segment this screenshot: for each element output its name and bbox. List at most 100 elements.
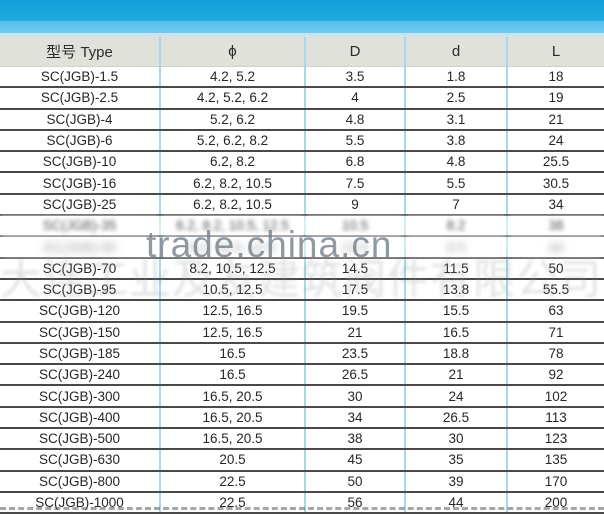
table-row: SC(JGB)-120 12.5, 16.5 19.5 15.5 63 [0, 300, 604, 323]
cell-D: 7.5 [304, 172, 405, 195]
cell-d: 15.5 [404, 300, 507, 323]
cell-L: 21 [506, 108, 604, 131]
cell-D: 4 [304, 87, 405, 110]
cell-D: 26.5 [304, 364, 405, 387]
cell-d: 35 [404, 449, 507, 472]
cell-d: 4.8 [404, 151, 507, 174]
cell-D: 5.5 [304, 129, 405, 153]
cell-type: SC(JGB)-150 [0, 321, 160, 344]
cell-type: SC(JGB)-4 [0, 108, 160, 131]
cell-d: 3.8 [404, 129, 507, 153]
cell-phi: 6.2, 8.2, 10.5, 12.5 [159, 215, 305, 238]
table-row: SC(JGB)-35 6.2, 8.2, 10.5, 12.5 10.5 8.2 38 [0, 215, 604, 238]
cell-phi: 5.2, 6.2, 8.2 [159, 129, 305, 153]
cell-type: SC(JGB)-300 [0, 385, 160, 408]
cell-d: 2.5 [404, 87, 507, 110]
cell-D: 3.5 [304, 66, 405, 89]
cell-L: 71 [506, 321, 604, 344]
cell-type: SC(JGB)-50 [0, 236, 160, 259]
cell-L: 38 [506, 215, 604, 238]
cell-D: 10.5 [304, 215, 405, 238]
banner-stripe-light [0, 21, 604, 33]
column-header-0: 型号 Type [0, 37, 160, 67]
cell-phi: 12.5, 16.5 [159, 321, 305, 344]
cell-d: 13.8 [404, 278, 507, 302]
table-row: SC(JGB)-6 5.2, 6.2, 8.2 5.5 3.8 24 [0, 129, 604, 153]
cell-type: SC(JGB)-35 [0, 215, 160, 238]
cell-D: 30 [304, 385, 405, 408]
table-row: SC(JGB)-25 6.2, 8.2, 10.5 9 7 34 [0, 193, 604, 217]
cell-L: 102 [506, 385, 604, 408]
banner-stripe-dark [0, 0, 604, 21]
cell-phi: 16.5, 20.5 [159, 385, 305, 408]
cell-d: 1.8 [404, 66, 507, 89]
cell-type: SC(JGB)-120 [0, 300, 160, 323]
cell-D: 14.5 [304, 257, 405, 280]
table-row: SC(JGB)-1.5 4.2, 5.2 3.5 1.8 18 [0, 66, 604, 89]
table-row: SC(JGB)-500 16.5, 20.5 38 30 123 [0, 428, 604, 451]
cell-d: 7 [404, 193, 507, 217]
cell-d: 30 [404, 428, 507, 451]
cell-d: 5.5 [404, 172, 507, 195]
table-row: SC(JGB)-70 8.2, 10.5, 12.5 14.5 11.5 50 [0, 257, 604, 280]
cell-type: SC(JGB)-240 [0, 364, 160, 387]
cell-L: 24 [506, 129, 604, 153]
table-row: SC(JGB)-150 12.5, 16.5 21 16.5 71 [0, 321, 604, 344]
cell-D: 21 [304, 321, 405, 344]
cell-phi: 12.5, 16.5 [159, 300, 305, 323]
column-header-2: D [304, 37, 405, 67]
cell-d: 11.5 [404, 257, 507, 280]
cell-L: 19 [506, 87, 604, 110]
cell-d: 21 [404, 364, 507, 387]
cell-d: 8.2 [404, 215, 507, 238]
cell-D: 12.5 [304, 236, 405, 259]
table-row: SC(JGB)-300 16.5, 20.5 30 24 102 [0, 385, 604, 408]
cell-type: SC(JGB)-1.5 [0, 66, 160, 89]
table-row: SC(JGB)-95 10.5, 12.5 17.5 13.8 55.5 [0, 278, 604, 302]
cell-type: SC(JGB)-400 [0, 406, 160, 430]
cell-phi: 6.2, 8.2, 10.5 [159, 172, 305, 195]
cell-phi: 22.5 [159, 470, 305, 493]
cell-type: SC(JGB)-25 [0, 193, 160, 217]
column-header-1: ϕ [159, 37, 305, 67]
cell-D: 4.8 [304, 108, 405, 131]
cell-phi: 4.2, 5.2, 6.2 [159, 87, 305, 110]
cell-phi: 16.5, 20.5 [159, 428, 305, 451]
cell-phi: 16.5, 20.5 [159, 406, 305, 430]
cell-L: 63 [506, 300, 604, 323]
cell-L: 30.5 [506, 172, 604, 195]
cell-phi: 22.5 [159, 491, 305, 514]
table-row: SC(JGB)-400 16.5, 20.5 34 26.5 113 [0, 406, 604, 430]
cell-L: 78 [506, 342, 604, 366]
cell-phi: 10.5, 12.5 [159, 278, 305, 302]
cell-type: SC(JGB)-70 [0, 257, 160, 280]
cell-D: 6.8 [304, 151, 405, 174]
cell-d: 26.5 [404, 406, 507, 430]
cell-L: 123 [506, 428, 604, 451]
cell-phi: 5.2, 6.2 [159, 108, 305, 131]
cell-D: 50 [304, 470, 405, 493]
table-body: SC(JGB)-1.5 4.2, 5.2 3.5 1.8 18 SC(JGB)-2.5 4.… [0, 66, 604, 514]
cell-d: 39 [404, 470, 507, 493]
cell-phi: 16.5 [159, 364, 305, 387]
cell-type: SC(JGB)-500 [0, 428, 160, 451]
cell-d: 9.5 [404, 236, 507, 259]
cell-L: 18 [506, 66, 604, 89]
cell-D: 45 [304, 449, 405, 472]
cell-D: 34 [304, 406, 405, 430]
cell-L: 113 [506, 406, 604, 430]
cell-phi: 8.2, 10.5, 12.5 [159, 257, 305, 280]
table-row: SC(JGB)-630 20.5 45 35 135 [0, 449, 604, 472]
cell-phi: 8.2, 10.5, 12.5 [159, 236, 305, 259]
cell-phi: 6.2, 8.2 [159, 151, 305, 174]
cell-type: SC(JGB)-1000 [0, 491, 160, 514]
cell-L: 55.5 [506, 278, 604, 302]
top-banner [0, 0, 604, 37]
cell-d: 44 [404, 491, 507, 514]
table-row: SC(JGB)-16 6.2, 8.2, 10.5 7.5 5.5 30.5 [0, 172, 604, 195]
cell-phi: 20.5 [159, 449, 305, 472]
cell-D: 17.5 [304, 278, 405, 302]
cell-D: 56 [304, 491, 405, 514]
cell-d: 3.1 [404, 108, 507, 131]
